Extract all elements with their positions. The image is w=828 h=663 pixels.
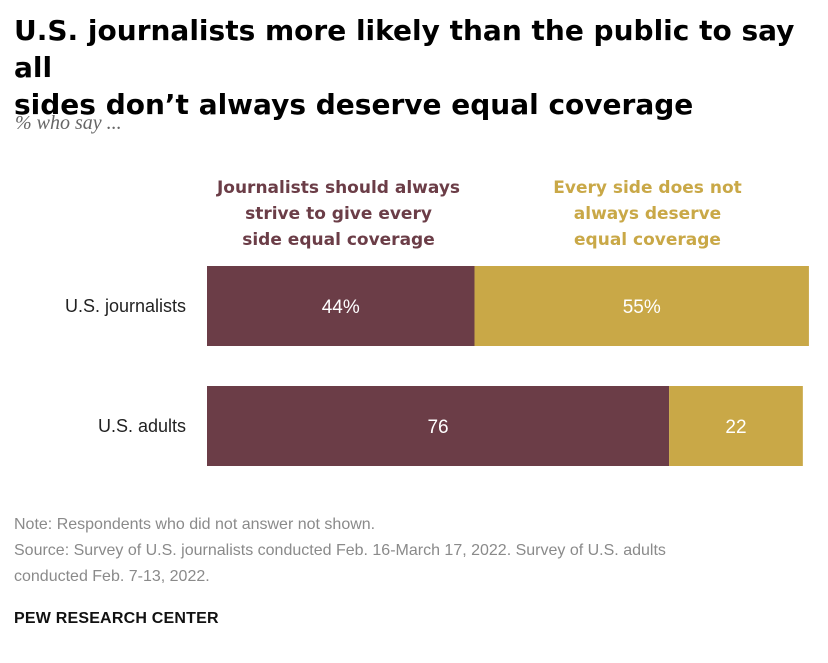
category-label: U.S. journalists (65, 296, 186, 316)
chart-title: U.S. journalists more likely than the pu… (14, 12, 814, 123)
stacked-bar-chart: U.S. journalists 44% 55% U.S. adults 76 22 (65, 266, 809, 466)
bar-segment (207, 266, 475, 346)
source-text-line-2: conducted Feb. 7-13, 2022. (14, 568, 210, 585)
legend-series-1: Journalists should always strive to give… (206, 175, 471, 253)
data-label: 44% (322, 297, 360, 318)
chart-notes: Note: Respondents who did not answer not… (14, 512, 814, 590)
data-label: 76 (427, 417, 448, 438)
legend-series-2-line-2: always deserve (573, 204, 722, 224)
bar-segment (207, 386, 670, 466)
legend-series-2-line-3: equal coverage (574, 230, 721, 250)
legend-series-1-line-1: Journalists should always (216, 178, 461, 198)
legend-series-2: Every side does not always deserve equal… (520, 175, 775, 253)
chart-title-line-1: U.S. journalists more likely than the pu… (14, 14, 795, 84)
category-label: U.S. adults (98, 416, 186, 436)
legend-series-1-line-3: side equal coverage (242, 230, 435, 250)
source-text-line-1: Source: Survey of U.S. journalists condu… (14, 542, 666, 559)
legend-series-1-line-2: strive to give every (245, 204, 432, 224)
bar-segment (669, 386, 803, 466)
brand-label: PEW RESEARCH CENTER (14, 610, 219, 627)
legend-series-2-line-1: Every side does not (553, 178, 742, 198)
chart-subtitle: % who say ... (15, 112, 122, 134)
note-text: Note: Respondents who did not answer not… (14, 516, 376, 533)
data-label: 55% (623, 297, 661, 318)
data-label: 22 (725, 417, 746, 438)
bar-segment (474, 266, 809, 346)
chart-title-line-2: sides don’t always deserve equal coverag… (14, 88, 694, 121)
